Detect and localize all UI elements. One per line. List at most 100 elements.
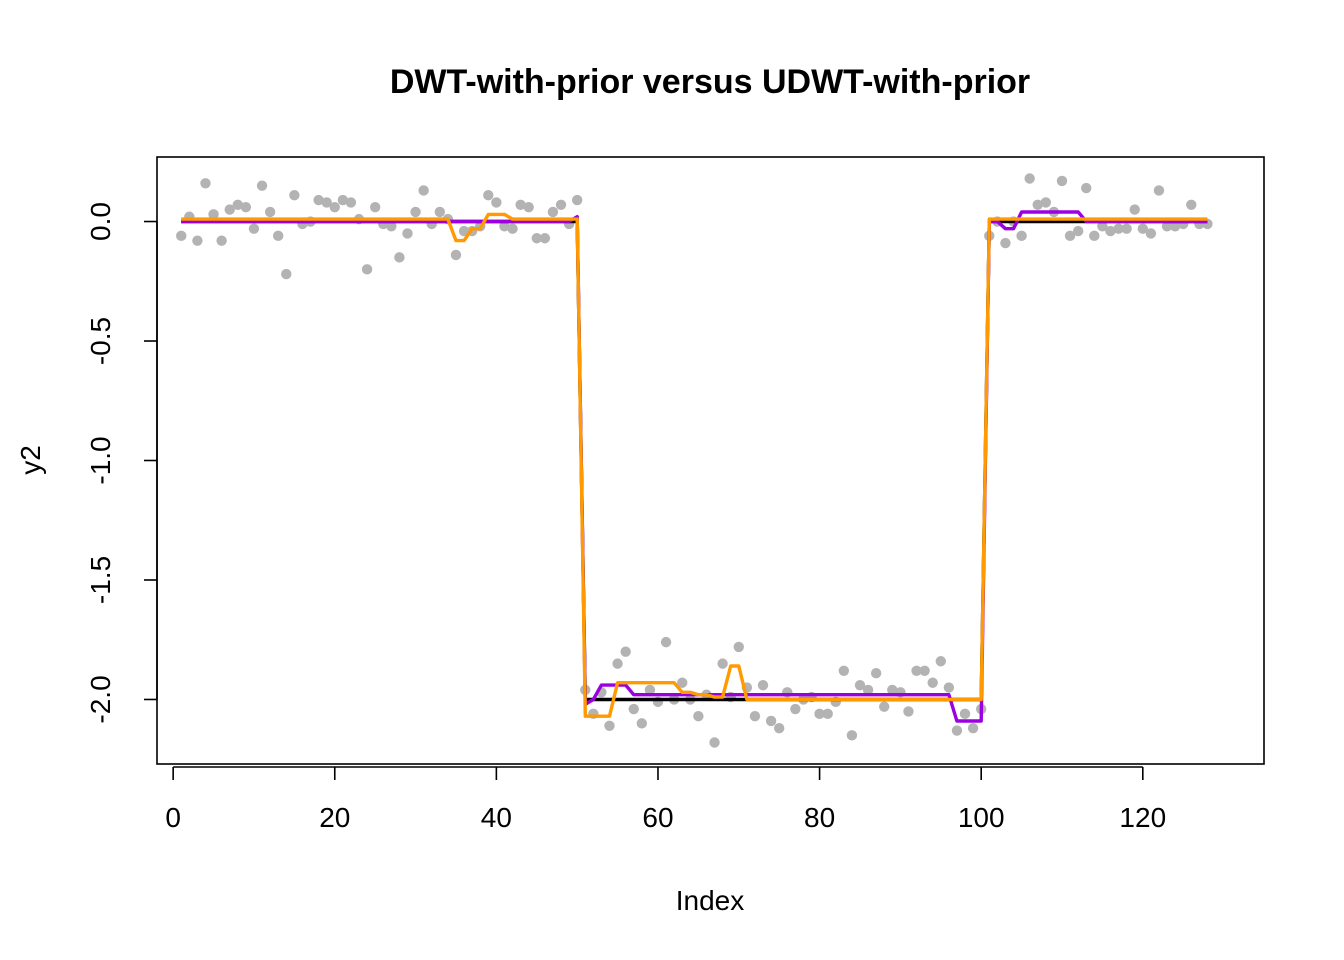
data-point [1072, 225, 1084, 237]
series-line-dwt [181, 210, 1208, 723]
data-point [361, 264, 373, 275]
data-point [660, 636, 672, 648]
data-point [757, 679, 769, 691]
data-point [434, 206, 446, 218]
data-point [1169, 221, 1181, 232]
data-point [951, 725, 963, 736]
data-point [216, 235, 227, 246]
data-point [289, 190, 300, 201]
data-point [483, 190, 494, 201]
data-point [208, 209, 219, 220]
data-point [887, 684, 898, 696]
data-point [337, 194, 349, 206]
x-tick-label: 100 [958, 802, 1005, 833]
data-point [862, 684, 874, 696]
data-point [386, 221, 397, 232]
data-point [765, 715, 777, 727]
data-point [176, 230, 187, 242]
data-point [927, 677, 938, 688]
series-line-truth [181, 219, 1208, 702]
y-axis: 0.0 -0.5 -1.0 -1.5 -2.0 [85, 202, 158, 724]
x-tick-label: 40 [481, 802, 512, 833]
data-point [967, 722, 979, 734]
x-tick-label: 80 [804, 802, 835, 833]
data-point [369, 201, 381, 213]
data-point [1145, 228, 1157, 239]
data-point [733, 641, 744, 653]
y-tick-label: -2.0 [85, 675, 116, 723]
data-point [911, 665, 922, 676]
data-point [507, 223, 518, 234]
series-lines [181, 210, 1208, 723]
x-axis: 0 20 40 60 80 100 120 [165, 766, 1166, 833]
data-point [620, 646, 631, 657]
data-points [176, 173, 1213, 748]
data-point [677, 677, 688, 688]
data-point [773, 722, 785, 734]
x-axis-label: Index [676, 885, 745, 916]
data-point [846, 730, 858, 741]
data-point [1113, 223, 1124, 234]
data-point [1081, 182, 1092, 194]
data-point [870, 667, 882, 679]
data-point [919, 665, 930, 676]
data-point [935, 656, 946, 667]
x-tick-label: 0 [165, 802, 181, 833]
data-point [523, 201, 534, 213]
data-point [329, 201, 340, 213]
data-point [402, 228, 413, 239]
data-point [790, 703, 801, 715]
data-point [1056, 175, 1068, 187]
series-line-udwt [181, 212, 1208, 718]
data-point [515, 199, 526, 210]
data-point [571, 194, 583, 206]
data-point [1137, 223, 1148, 234]
data-point [838, 665, 850, 676]
data-point [224, 204, 235, 215]
data-point [1153, 185, 1165, 196]
data-point [1161, 221, 1173, 232]
data-point [232, 199, 244, 210]
plot-frame [156, 156, 1265, 765]
data-point [281, 268, 292, 280]
data-point [1105, 225, 1116, 237]
data-point [628, 703, 639, 715]
data-point [1032, 199, 1043, 210]
data-point [1089, 230, 1100, 242]
data-point [321, 197, 332, 208]
data-point [200, 178, 211, 189]
data-point [879, 701, 890, 712]
chart-title: DWT-with-prior versus UDWT-with-prior [390, 63, 1030, 101]
x-tick-label: 60 [642, 802, 673, 833]
data-point [248, 223, 260, 234]
data-point [547, 206, 559, 218]
data-point [1016, 230, 1027, 242]
y-tick-label: 0.0 [85, 202, 116, 241]
data-point [313, 194, 324, 206]
data-point [418, 185, 429, 196]
x-tick-label: 20 [319, 802, 350, 833]
data-point [1121, 223, 1132, 234]
data-point [1097, 221, 1108, 232]
data-point [1024, 173, 1035, 184]
data-point [717, 658, 728, 669]
data-point [555, 199, 567, 210]
data-point [693, 711, 704, 722]
y-tick-label: -1.0 [85, 436, 116, 484]
data-point [612, 658, 623, 669]
data-point [531, 233, 542, 244]
data-point [814, 708, 825, 720]
data-point [256, 180, 268, 191]
data-point [458, 225, 470, 237]
data-point [1064, 230, 1076, 242]
data-point [1129, 204, 1140, 215]
data-point [394, 252, 405, 263]
data-point [1040, 197, 1052, 208]
data-point [345, 197, 357, 208]
data-point [264, 206, 276, 218]
data-point [644, 684, 656, 696]
y-tick-label: -0.5 [85, 317, 116, 365]
data-point [709, 737, 720, 748]
data-point [854, 679, 866, 691]
